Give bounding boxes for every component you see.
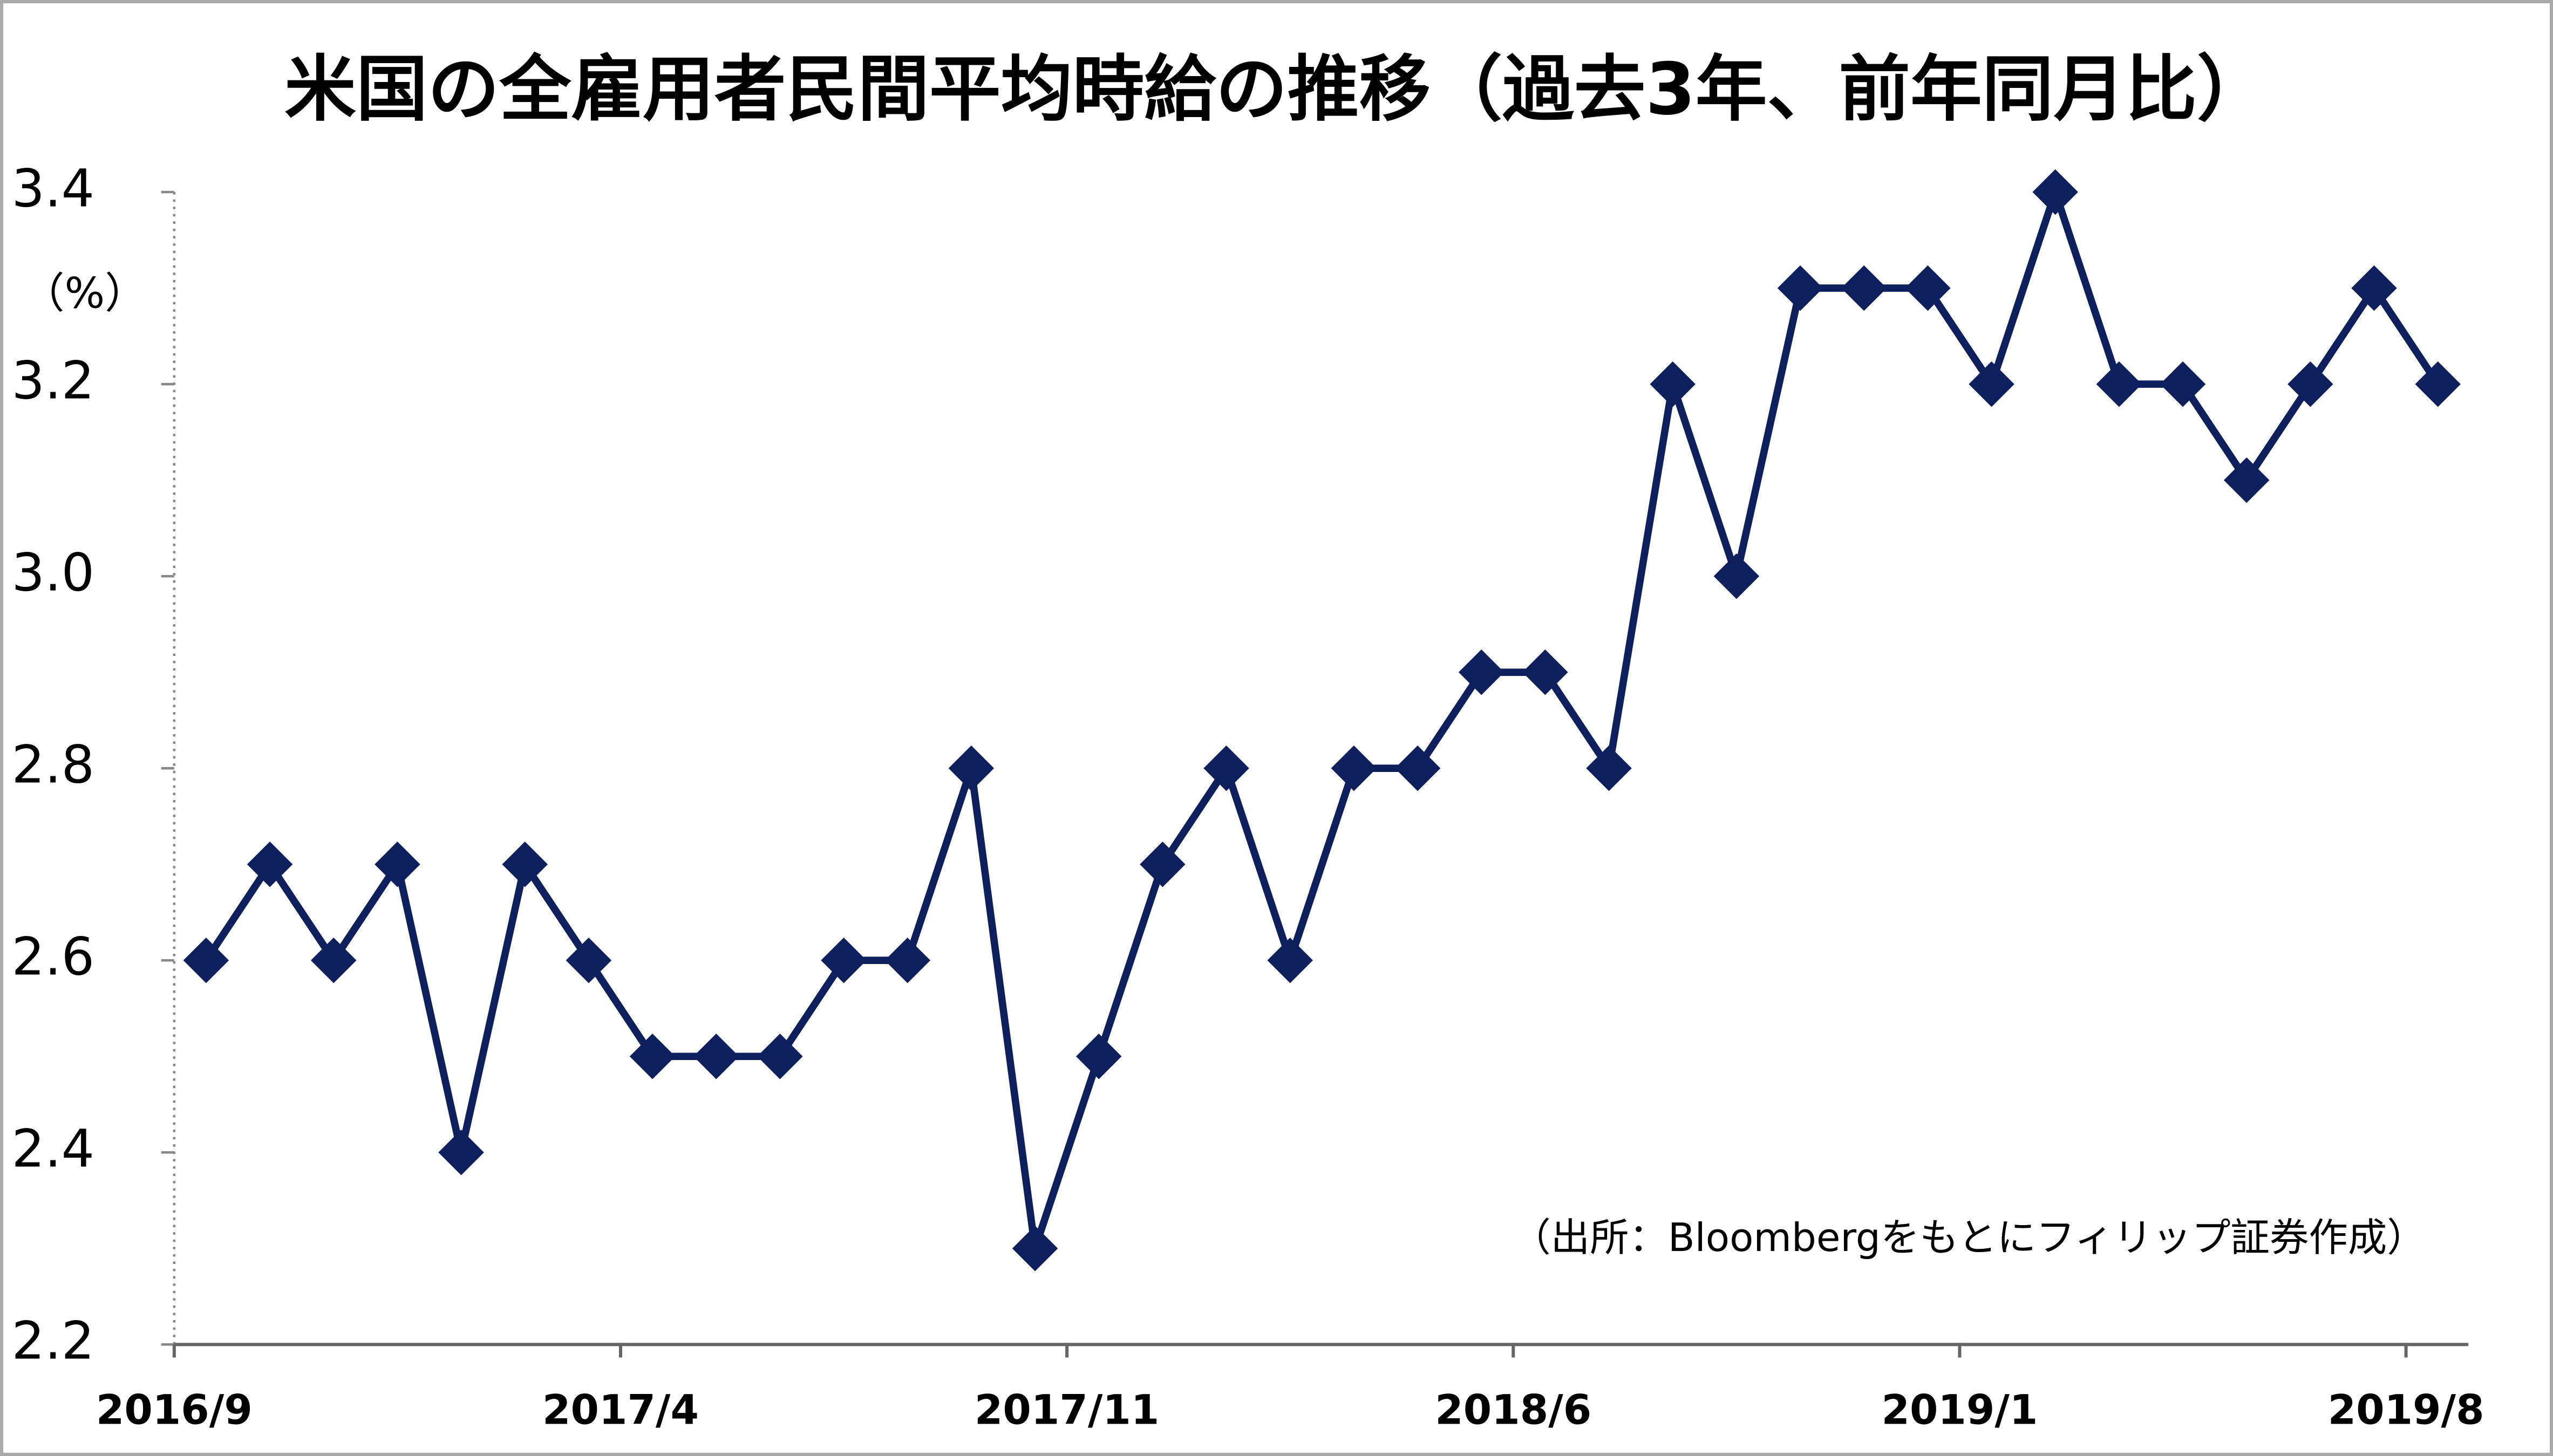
marker [1394, 745, 1441, 791]
marker [1267, 937, 1313, 983]
marker [311, 937, 357, 983]
x-tick-label: 2018/6 [1435, 1386, 1591, 1434]
marker [1140, 841, 1186, 887]
chart-title: 米国の全雇用者民間平均時給の推移（過去3年、前年同月比） [284, 48, 2269, 131]
marker [1713, 553, 1760, 599]
marker [1012, 1226, 1058, 1272]
marker [1075, 1034, 1122, 1079]
marker [247, 841, 293, 887]
marker [375, 841, 420, 887]
y-tick-label: 2.4 [11, 1118, 94, 1179]
marker [948, 745, 995, 791]
y-unit: （%） [22, 269, 147, 318]
y-tick-label: 3.4 [11, 158, 94, 218]
marker [2415, 361, 2461, 407]
marker [438, 1130, 484, 1175]
marker [566, 937, 612, 983]
source-note: （出所：Bloombergをもとにフィリップ証券作成） [1512, 1215, 2426, 1261]
marker [693, 1034, 739, 1079]
marker [2032, 169, 2078, 215]
marker [884, 937, 930, 983]
x-tick-label: 2019/1 [1881, 1386, 2038, 1434]
marker [629, 1034, 676, 1079]
x-tick-label: 2016/9 [96, 1386, 253, 1434]
x-tick-label: 2019/8 [2328, 1386, 2484, 1434]
marker [183, 937, 229, 983]
y-tick-label: 2.2 [11, 1310, 94, 1371]
marker [2288, 361, 2333, 407]
y-tick-label: 2.8 [11, 734, 94, 795]
marker [1969, 361, 2014, 407]
marker [1586, 745, 1632, 791]
marker [2096, 361, 2142, 407]
marker [2160, 361, 2206, 407]
x-tick-label: 2017/11 [975, 1386, 1159, 1434]
y-tick-label: 2.6 [11, 926, 94, 987]
data-line [203, 188, 2441, 1253]
marker [1203, 745, 1249, 791]
marker [757, 1034, 803, 1079]
marker [1331, 745, 1377, 791]
x-tick-label: 2017/4 [542, 1386, 699, 1434]
marker [1650, 361, 1696, 407]
y-tick-label: 3.2 [11, 350, 94, 411]
marker [502, 841, 548, 887]
marker [821, 937, 867, 983]
marker [2223, 457, 2270, 503]
y-tick-label: 3.0 [11, 542, 94, 603]
